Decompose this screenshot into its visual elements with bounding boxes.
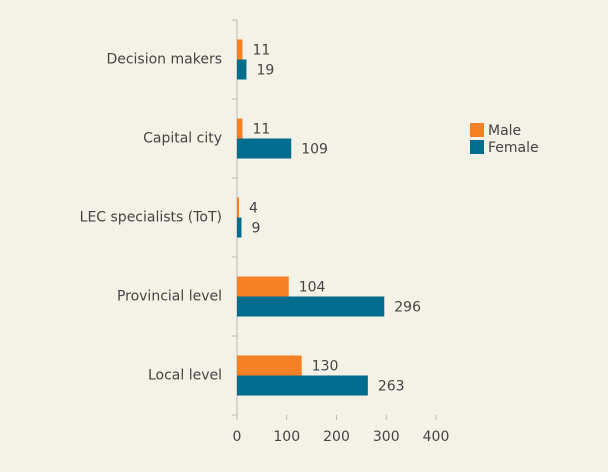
y-tick-label: Provincial level	[117, 289, 222, 305]
bar	[237, 296, 385, 317]
value-label: 104	[299, 280, 326, 296]
value-label: 4	[249, 201, 258, 217]
bar	[237, 217, 242, 238]
x-tick-label: 200	[323, 429, 350, 445]
y-tick-label: LEC specialists (ToT)	[80, 210, 222, 226]
y-tick-label: Capital city	[143, 131, 222, 147]
value-label: 11	[252, 122, 270, 138]
value-label: 9	[251, 221, 260, 237]
bar	[237, 355, 302, 376]
legend-swatch	[470, 123, 484, 137]
value-label: 109	[301, 142, 328, 158]
x-tick-label: 400	[423, 429, 450, 445]
value-label: 263	[378, 379, 405, 395]
bar	[237, 138, 292, 159]
x-tick-label: 100	[273, 429, 300, 445]
y-tick-label: Decision makers	[106, 52, 222, 68]
x-tick-label: 300	[373, 429, 400, 445]
bar	[237, 59, 247, 80]
value-label: 19	[256, 63, 274, 79]
legend-swatch	[470, 140, 484, 154]
value-label: 296	[394, 300, 421, 316]
bar	[237, 118, 243, 139]
bar	[237, 197, 239, 218]
bar	[237, 276, 289, 297]
value-label: 130	[312, 359, 339, 375]
value-label: 11	[252, 43, 270, 59]
x-tick-label: 0	[233, 429, 242, 445]
bar	[237, 39, 243, 60]
y-tick-label: Local level	[148, 368, 222, 384]
legend-label: Male	[488, 123, 521, 139]
bar	[237, 375, 368, 396]
legend-label: Female	[488, 140, 539, 156]
